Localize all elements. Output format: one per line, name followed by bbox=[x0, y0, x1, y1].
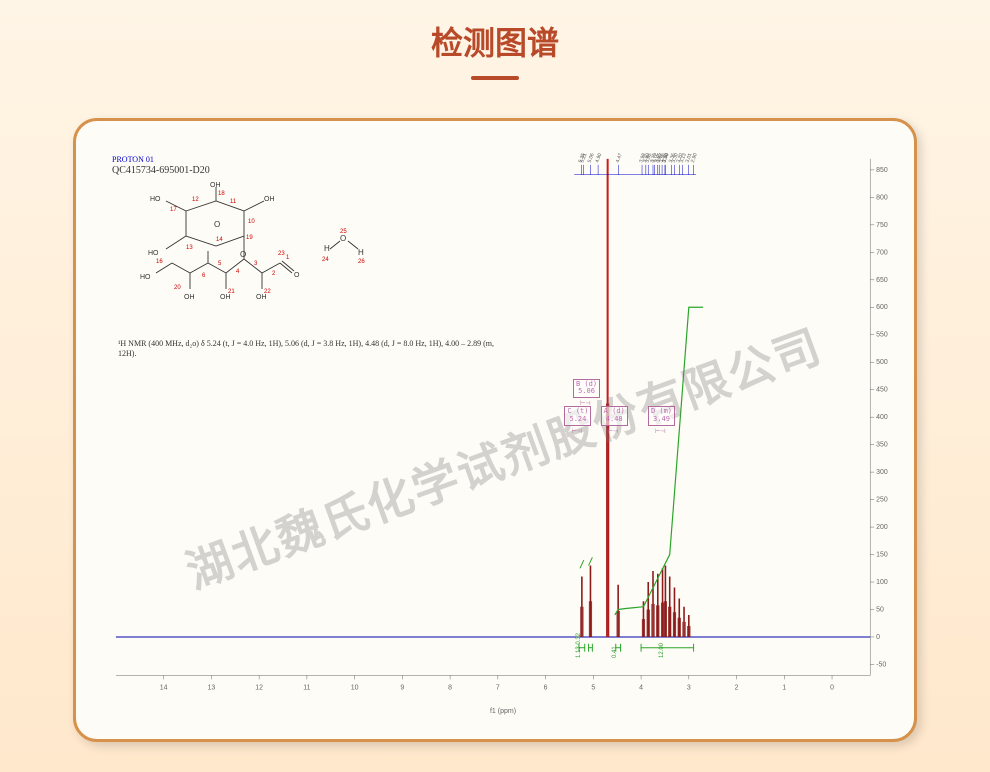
svg-text:4: 4 bbox=[639, 684, 643, 691]
svg-text:300: 300 bbox=[876, 469, 888, 476]
svg-text:10: 10 bbox=[351, 684, 359, 691]
integral-label: 12.00 bbox=[659, 643, 665, 658]
svg-text:850: 850 bbox=[876, 167, 888, 174]
peak-annotation-box: A (d) 4.48 bbox=[601, 406, 628, 425]
page-title: 检测图谱 bbox=[0, 0, 990, 64]
title-underline bbox=[471, 76, 519, 80]
svg-text:9: 9 bbox=[400, 684, 404, 691]
svg-text:600: 600 bbox=[876, 304, 888, 311]
x-axis-label: f1 (ppm) bbox=[490, 708, 516, 715]
svg-text:550: 550 bbox=[876, 332, 888, 339]
chart-area: PROTON 01 QC415734-695001-D20 O HO OH18 … bbox=[106, 151, 900, 715]
peak-annotation-box: C (t) 5.24 bbox=[564, 406, 591, 425]
svg-text:4.47: 4.47 bbox=[615, 152, 624, 163]
svg-text:350: 350 bbox=[876, 442, 888, 449]
svg-text:12: 12 bbox=[255, 684, 263, 691]
peak-range-marker: ⊢⊣ bbox=[608, 428, 618, 435]
svg-text:250: 250 bbox=[876, 497, 888, 504]
peak-annotation-box: D (m) 3.49 bbox=[648, 406, 675, 425]
svg-text:100: 100 bbox=[876, 579, 888, 586]
nmr-spectrum: -500501001502002503003504004505005506006… bbox=[106, 151, 900, 715]
svg-text:2: 2 bbox=[735, 684, 739, 691]
svg-text:1: 1 bbox=[782, 684, 786, 691]
svg-text:50: 50 bbox=[876, 606, 884, 613]
svg-text:0: 0 bbox=[876, 634, 880, 641]
svg-text:-50: -50 bbox=[876, 661, 886, 668]
svg-text:6: 6 bbox=[544, 684, 548, 691]
peak-range-marker: ⊢⊣ bbox=[655, 428, 665, 435]
svg-text:4.90: 4.90 bbox=[594, 152, 603, 163]
svg-text:800: 800 bbox=[876, 194, 888, 201]
svg-text:0: 0 bbox=[830, 684, 834, 691]
svg-text:11: 11 bbox=[303, 684, 310, 691]
svg-text:500: 500 bbox=[876, 359, 888, 366]
svg-text:150: 150 bbox=[876, 552, 888, 559]
svg-text:400: 400 bbox=[876, 414, 888, 421]
svg-text:450: 450 bbox=[876, 387, 888, 394]
svg-text:7: 7 bbox=[496, 684, 500, 691]
integral-label: 0.41 bbox=[612, 646, 618, 658]
svg-text:750: 750 bbox=[876, 222, 888, 229]
svg-text:200: 200 bbox=[876, 524, 888, 531]
svg-text:8: 8 bbox=[448, 684, 452, 691]
spectrum-card: PROTON 01 QC415734-695001-D20 O HO OH18 … bbox=[73, 118, 917, 742]
svg-text:14: 14 bbox=[160, 684, 168, 691]
svg-text:13: 13 bbox=[208, 684, 216, 691]
svg-text:700: 700 bbox=[876, 249, 888, 256]
integral-label: 1.13 0.32 bbox=[576, 633, 582, 658]
peak-range-marker: ⊢⊣ bbox=[572, 428, 582, 435]
peak-annotation-box: B (d) 5.06 bbox=[573, 379, 600, 398]
peak-range-marker: ⊢⊣ bbox=[580, 400, 590, 407]
svg-text:3: 3 bbox=[687, 684, 691, 691]
svg-text:5: 5 bbox=[591, 684, 595, 691]
svg-text:650: 650 bbox=[876, 277, 888, 284]
